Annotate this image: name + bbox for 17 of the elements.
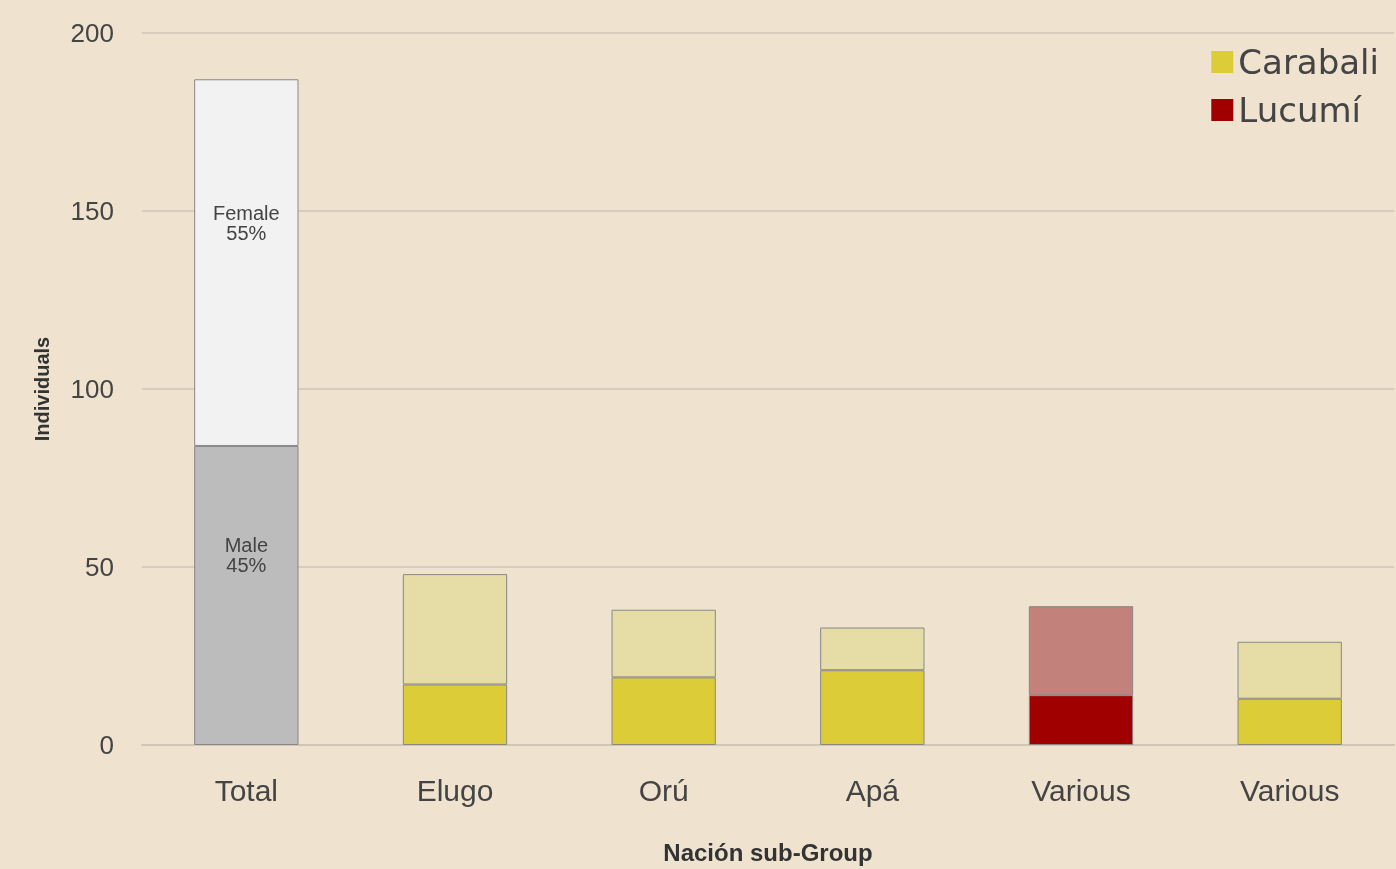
data-label: Female 55% bbox=[212, 201, 280, 244]
y-tick-label: 0 bbox=[99, 730, 114, 760]
y-tick-label: 150 bbox=[70, 196, 114, 226]
x-tick-label: Orú bbox=[638, 773, 689, 807]
x-tick-label: Elugo bbox=[416, 773, 494, 807]
x-tick-label: Total bbox=[214, 773, 279, 807]
x-tick-label: Various bbox=[1239, 773, 1340, 807]
x-axis-title: Nación sub-Group bbox=[663, 838, 873, 866]
x-tick-label: Various bbox=[1031, 773, 1131, 807]
y-tick-label: 200 bbox=[70, 18, 114, 48]
y-axis-title: Individuals bbox=[31, 336, 53, 442]
x-tick-label: Apá bbox=[845, 773, 900, 807]
y-tick-label: 50 bbox=[85, 552, 114, 582]
data-label: Male 45% bbox=[224, 534, 269, 577]
legend-label: Carabali bbox=[1238, 42, 1379, 82]
legend-label: Lucumí bbox=[1238, 90, 1363, 130]
y-tick-label: 100 bbox=[70, 374, 114, 404]
